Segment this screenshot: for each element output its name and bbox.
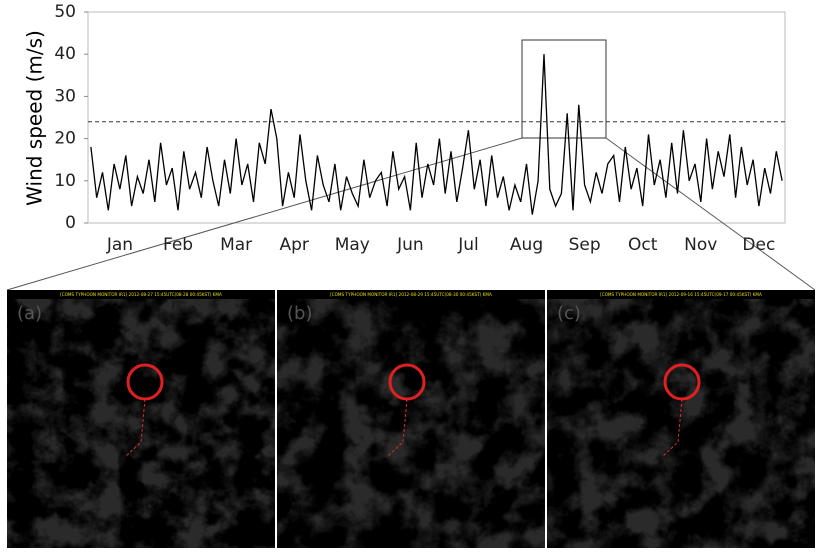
x-tick-label: Nov xyxy=(684,235,717,255)
y-tick-label: 40 xyxy=(54,44,76,64)
panel-header: [COMS TYPHOON MONITOR IR1] 2012-08-29 15… xyxy=(330,292,492,297)
typhoon-track xyxy=(386,398,408,458)
zoom-line xyxy=(605,137,816,291)
x-tick-label: Oct xyxy=(628,235,658,255)
panel-header: [COMS TYPHOON MONITOR IR1] 2012-08-27 15… xyxy=(60,292,222,297)
satellite-panel: [COMS TYPHOON MONITOR IR1] 2012-08-29 15… xyxy=(277,290,545,548)
satellite-panel: [COMS TYPHOON MONITOR IR1] 2012-08-27 15… xyxy=(7,290,275,548)
x-tick-label: Aug xyxy=(510,235,543,255)
x-tick-label: Mar xyxy=(220,235,252,255)
y-tick-label: 30 xyxy=(54,86,76,106)
x-tick-label: Feb xyxy=(163,235,193,255)
panel-label: (a) xyxy=(17,303,42,324)
y-tick-label: 10 xyxy=(54,171,76,191)
data-line xyxy=(90,54,783,215)
x-tick-label: May xyxy=(335,235,370,255)
typhoon-track xyxy=(124,398,146,458)
x-tick-label: Sep xyxy=(569,235,601,255)
x-tick-label: Apr xyxy=(279,235,308,255)
header-bar xyxy=(547,290,815,299)
cloud-layer xyxy=(547,290,815,548)
header-bar xyxy=(277,290,545,299)
x-tick-label: Dec xyxy=(742,235,775,255)
plot-frame xyxy=(87,11,786,224)
zoom-box xyxy=(521,39,607,139)
cloud-layer xyxy=(277,290,545,548)
y-tick-label: 20 xyxy=(54,129,76,149)
typhoon-track xyxy=(661,398,683,458)
y-tick-label: 50 xyxy=(54,2,76,22)
x-tick-label: Jul xyxy=(457,235,479,255)
x-tick-label: Jun xyxy=(396,235,424,255)
cloud-layer xyxy=(7,290,275,548)
y-axis-label: Wind speed (m/s) xyxy=(23,30,47,206)
panel-label: (b) xyxy=(287,303,312,324)
panel-label: (c) xyxy=(557,303,581,324)
satellite-panel: [COMS TYPHOON MONITOR IR1] 2012-09-16 15… xyxy=(547,290,815,548)
x-tick-label: Jan xyxy=(106,235,133,255)
panel-header: [COMS TYPHOON MONITOR IR1] 2012-09-16 15… xyxy=(600,292,762,297)
y-tick-label: 0 xyxy=(65,213,76,233)
header-bar xyxy=(7,290,275,299)
